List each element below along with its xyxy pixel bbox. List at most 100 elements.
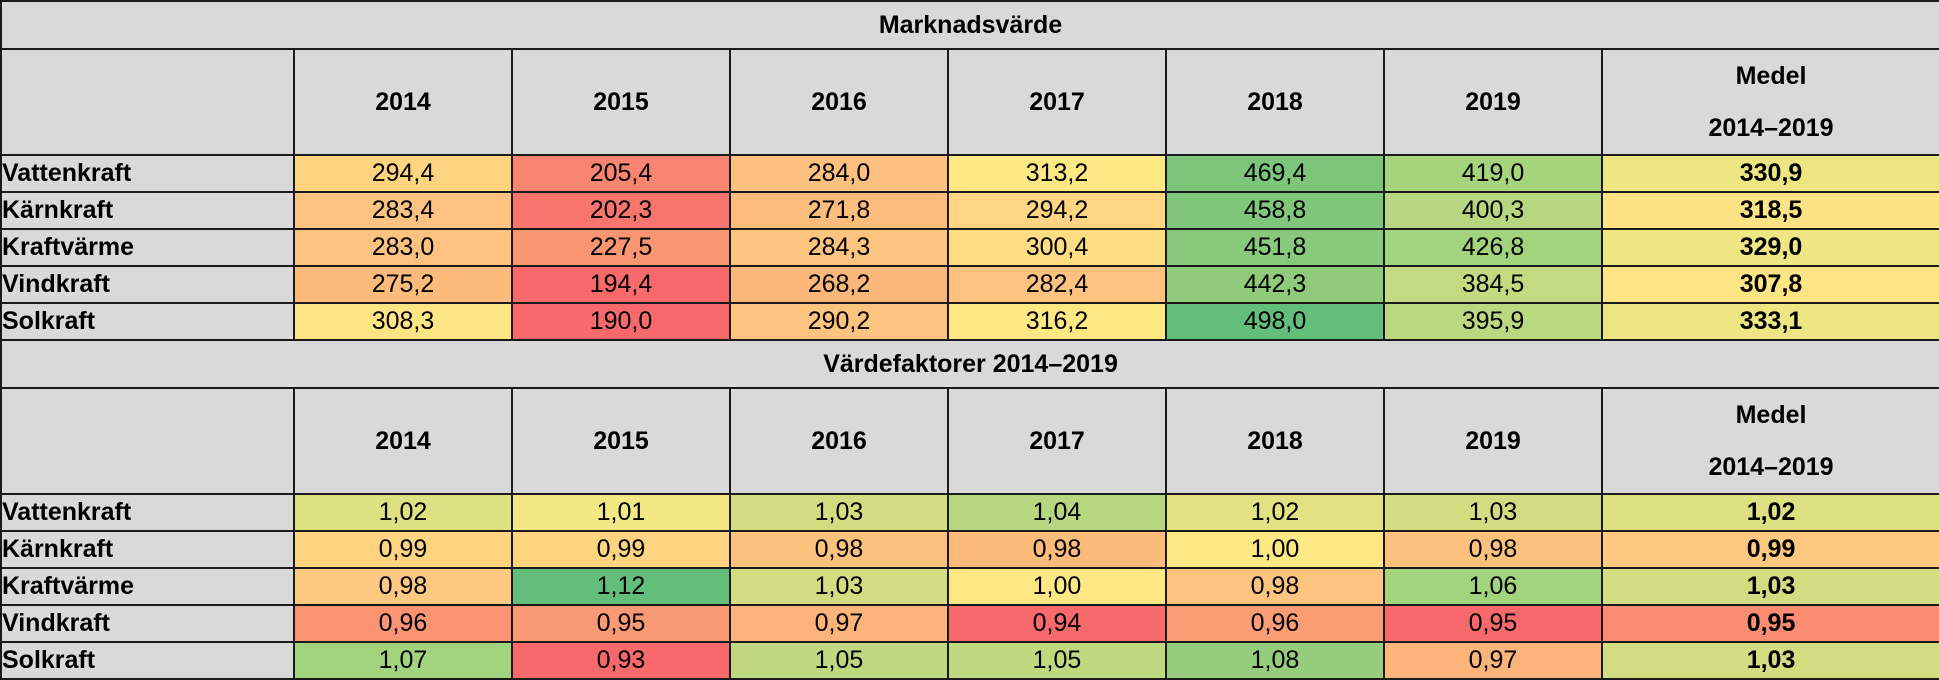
value-cell: 271,8	[729, 191, 949, 230]
value-cell: 283,4	[293, 191, 513, 230]
section1-average-header-line1: Medel	[1735, 62, 1807, 90]
average-cell: 333,1	[1600, 302, 1939, 341]
value-cell: 202,3	[511, 191, 731, 230]
value-cell: 0,98	[1383, 530, 1603, 569]
value-cell: 451,8	[1165, 228, 1385, 267]
table-row: Solkraft 308,3 190,0 290,2 316,2 498,0 395,9 33…	[0, 302, 1939, 341]
value-cell: 469,4	[1165, 154, 1385, 193]
value-cell: 1,06	[1383, 567, 1603, 606]
section1-year-header: 2016	[729, 48, 949, 156]
value-cell: 316,2	[947, 302, 1167, 341]
value-cell: 0,99	[293, 530, 513, 569]
value-cell: 0,98	[1165, 567, 1385, 606]
section1-average-header: Medel 2014–2019	[1600, 48, 1939, 156]
value-cell: 0,96	[293, 604, 513, 643]
section1-year-header: 2017	[947, 48, 1167, 156]
value-cell: 458,8	[1165, 191, 1385, 230]
section2-year-header: 2014	[293, 387, 513, 495]
value-cell: 1,01	[511, 493, 731, 532]
section1-year-header: 2014	[293, 48, 513, 156]
row-label: Kärnkraft	[0, 530, 295, 569]
average-cell: 1,03	[1600, 641, 1939, 680]
value-cell: 442,3	[1165, 265, 1385, 304]
row-label: Solkraft	[0, 641, 295, 680]
average-cell: 318,5	[1600, 191, 1939, 230]
section1-title-row: Marknadsvärde	[0, 0, 1939, 50]
section1-year-header: 2015	[511, 48, 731, 156]
value-cell: 1,08	[1165, 641, 1385, 680]
value-cell: 384,5	[1383, 265, 1603, 304]
row-label: Kärnkraft	[0, 191, 295, 230]
average-cell: 0,99	[1600, 530, 1939, 569]
table-row: Vindkraft 0,96 0,95 0,97 0,94 0,96 0,95 0,95	[0, 604, 1939, 643]
section2-average-header-line1: Medel	[1735, 401, 1807, 429]
value-cell: 426,8	[1383, 228, 1603, 267]
value-cell: 1,05	[729, 641, 949, 680]
section2-corner-cell	[0, 387, 295, 495]
average-cell: 1,02	[1600, 493, 1939, 532]
value-cell: 190,0	[511, 302, 731, 341]
value-cell: 227,5	[511, 228, 731, 267]
average-cell: 0,95	[1600, 604, 1939, 643]
average-cell: 329,0	[1600, 228, 1939, 267]
section1-year-header: 2019	[1383, 48, 1603, 156]
table-row: Kärnkraft 0,99 0,99 0,98 0,98 1,00 0,98 0,99	[0, 530, 1939, 569]
value-cell: 0,98	[947, 530, 1167, 569]
section2-year-header: 2018	[1165, 387, 1385, 495]
row-label: Kraftvärme	[0, 228, 295, 267]
value-cell: 268,2	[729, 265, 949, 304]
value-cell: 0,93	[511, 641, 731, 680]
value-cell: 1,02	[293, 493, 513, 532]
value-cell: 0,95	[511, 604, 731, 643]
value-cell: 205,4	[511, 154, 731, 193]
value-cell: 1,03	[729, 567, 949, 606]
section2-year-header: 2015	[511, 387, 731, 495]
value-cell: 1,12	[511, 567, 731, 606]
row-label: Vattenkraft	[0, 154, 295, 193]
average-cell: 1,03	[1600, 567, 1939, 606]
value-cell: 498,0	[1165, 302, 1385, 341]
section1-year-header: 2018	[1165, 48, 1385, 156]
value-cell: 1,07	[293, 641, 513, 680]
value-cell: 300,4	[947, 228, 1167, 267]
section2-title: Värdefaktorer 2014–2019	[0, 339, 1939, 389]
value-cell: 1,05	[947, 641, 1167, 680]
value-cell: 419,0	[1383, 154, 1603, 193]
table-row: Kraftvärme 283,0 227,5 284,3 300,4 451,8 426,8…	[0, 228, 1939, 267]
average-cell: 307,8	[1600, 265, 1939, 304]
section2-year-header: 2016	[729, 387, 949, 495]
row-label: Vattenkraft	[0, 493, 295, 532]
table-row: Kärnkraft 283,4 202,3 271,8 294,2 458,8 400,3 3…	[0, 191, 1939, 230]
value-cell: 1,02	[1165, 493, 1385, 532]
value-cell: 1,03	[1383, 493, 1603, 532]
row-label: Vindkraft	[0, 265, 295, 304]
value-cell: 0,97	[1383, 641, 1603, 680]
section2-year-header: 2017	[947, 387, 1167, 495]
section2-average-header-line2: 2014–2019	[1708, 453, 1834, 481]
row-label: Solkraft	[0, 302, 295, 341]
section2-average-header: Medel 2014–2019	[1600, 387, 1939, 495]
value-cell: 0,97	[729, 604, 949, 643]
section2-title-row: Värdefaktorer 2014–2019	[0, 339, 1939, 389]
value-cell: 0,98	[729, 530, 949, 569]
section2-year-header: 2019	[1383, 387, 1603, 495]
table-row: Solkraft 1,07 0,93 1,05 1,05 1,08 0,97 1,03	[0, 641, 1939, 680]
table-row: Vattenkraft 1,02 1,01 1,03 1,04 1,02 1,03 1,02	[0, 493, 1939, 532]
value-cell: 400,3	[1383, 191, 1603, 230]
value-cell: 284,0	[729, 154, 949, 193]
value-cell: 0,98	[293, 567, 513, 606]
section1-title: Marknadsvärde	[0, 0, 1939, 50]
value-cell: 0,96	[1165, 604, 1385, 643]
table-row: Vindkraft 275,2 194,4 268,2 282,4 442,3 384,5 3…	[0, 265, 1939, 304]
value-cell: 282,4	[947, 265, 1167, 304]
value-cell: 1,03	[729, 493, 949, 532]
value-cell: 0,99	[511, 530, 731, 569]
row-label: Kraftvärme	[0, 567, 295, 606]
value-cell: 1,00	[947, 567, 1167, 606]
value-cell: 290,2	[729, 302, 949, 341]
value-cell: 275,2	[293, 265, 513, 304]
value-cell: 194,4	[511, 265, 731, 304]
value-cell: 294,4	[293, 154, 513, 193]
value-cell: 284,3	[729, 228, 949, 267]
